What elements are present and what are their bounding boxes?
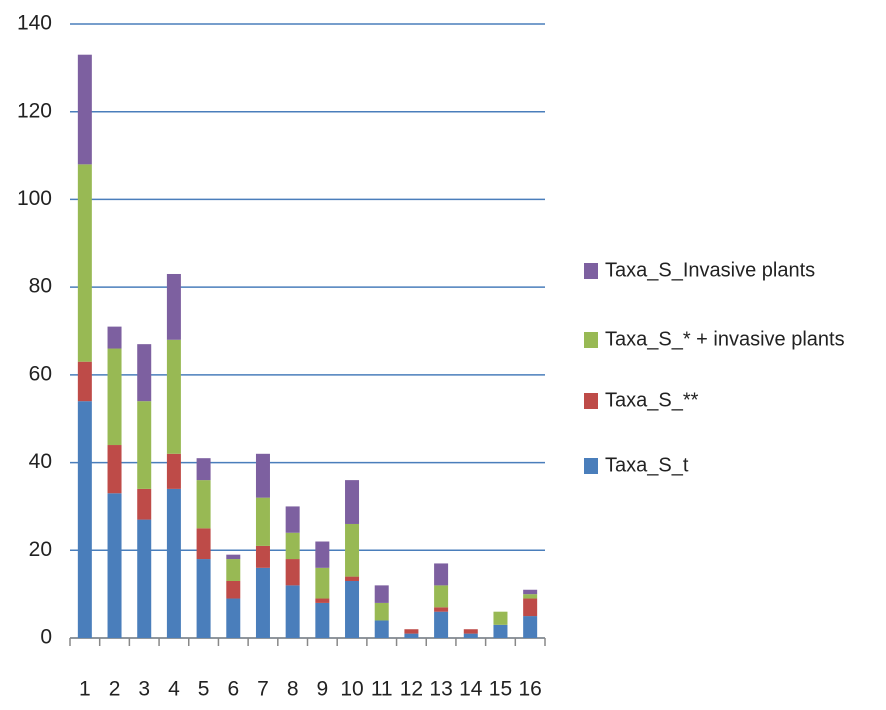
bar-segment (166, 339, 181, 454)
legend-swatch (584, 393, 598, 409)
x-tick-label: 11 (371, 678, 393, 701)
bar-segment (493, 624, 508, 638)
x-tick-label: 5 (198, 678, 210, 701)
y-tick-label: 120 (17, 99, 52, 122)
bar-segment (345, 576, 360, 581)
x-tick-label: 4 (168, 678, 180, 701)
bar-segment (374, 585, 389, 603)
x-tick-label: 7 (257, 678, 269, 701)
bar-segment (255, 545, 270, 568)
y-tick-label: 80 (29, 275, 52, 298)
legend-label: Taxa_S_Invasive plants (605, 259, 815, 281)
legend-swatch (584, 458, 598, 474)
y-tick-label: 100 (17, 187, 52, 210)
bar-segment (107, 493, 122, 638)
bar-segment (315, 541, 330, 568)
bar-segment (434, 607, 449, 612)
bar-segment (285, 506, 300, 533)
bar-segment (166, 273, 181, 340)
legend-label: Taxa_S_* + invasive plants (605, 328, 845, 350)
bar-segment (434, 585, 449, 608)
bar-segment (226, 559, 241, 581)
x-tick-label: 3 (138, 678, 150, 701)
y-tick-label: 20 (29, 538, 52, 561)
x-tick-label: 16 (518, 678, 541, 701)
bar-segment (523, 594, 538, 599)
x-tick-label: 15 (489, 678, 512, 701)
bar-segment (166, 453, 181, 489)
bar-segment (77, 401, 92, 638)
x-tick-label: 1 (79, 678, 91, 701)
bar-segment (226, 580, 241, 599)
y-tick-label: 40 (29, 450, 52, 473)
bar-segment (463, 633, 478, 638)
bar-segment (196, 480, 211, 529)
x-tick-label: 13 (429, 678, 452, 701)
bar-segment (107, 445, 122, 494)
bar-segment (107, 326, 122, 349)
x-tick-label: 6 (227, 678, 239, 701)
bar-segment (404, 633, 419, 638)
bar-segment (226, 554, 241, 560)
x-tick-label: 8 (287, 678, 299, 701)
bar-segment (285, 585, 300, 638)
bar-segment (196, 528, 211, 560)
y-tick-label: 140 (17, 12, 52, 35)
bar-segment (404, 629, 419, 634)
bar-segment (493, 611, 508, 625)
bar-segment (285, 559, 300, 586)
bar-segment (315, 598, 330, 603)
bar-segment (285, 532, 300, 560)
bar-segment (434, 611, 449, 638)
bar-segment (137, 401, 152, 489)
bar-segment (196, 458, 211, 481)
bar-segment (523, 598, 538, 617)
bar-segment (374, 620, 389, 638)
bar-segment (345, 523, 360, 577)
bar-segment (315, 567, 330, 599)
bar-segment (523, 589, 538, 595)
bar-segment (255, 497, 270, 546)
bar-segment (77, 361, 92, 402)
x-tick-label: 9 (317, 678, 329, 701)
y-tick-label: 0 (40, 626, 52, 649)
bar-segment (77, 164, 92, 362)
bar-segment (315, 602, 330, 638)
legend-label: Taxa_S_** (605, 389, 699, 411)
x-tick-label: 10 (340, 678, 363, 701)
legend-swatch (584, 263, 598, 279)
bar-segment (255, 453, 270, 498)
legend-swatch (584, 332, 598, 348)
bar-segment (374, 602, 389, 621)
bar-segment (226, 598, 241, 638)
bar-segment (77, 54, 92, 165)
bar-segment (137, 519, 152, 638)
bar-segment (345, 480, 360, 524)
bar-segment (166, 488, 181, 638)
bar-segment (345, 580, 360, 638)
x-tick-label: 2 (109, 678, 121, 701)
bar-segment (107, 348, 122, 446)
bar-segment (463, 629, 478, 634)
bar-segment (434, 563, 449, 586)
bar-segment (255, 567, 270, 638)
bar-segment (137, 344, 152, 402)
bar-segment (196, 559, 211, 638)
bar-segment (137, 488, 152, 520)
y-tick-label: 60 (29, 362, 52, 385)
x-tick-label: 12 (400, 678, 423, 701)
legend-label: Taxa_S_t (605, 454, 689, 476)
bar-segment (523, 616, 538, 638)
x-tick-label: 14 (459, 678, 483, 701)
